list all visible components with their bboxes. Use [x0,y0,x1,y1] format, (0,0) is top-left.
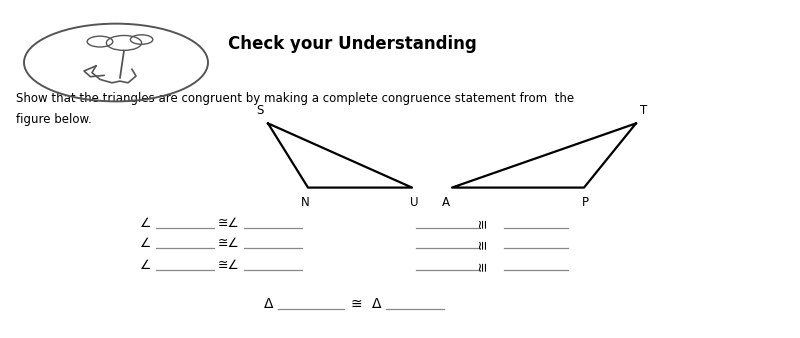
Text: A: A [442,196,450,209]
Text: S: S [257,104,264,117]
Text: Show that the triangles are congruent by making a complete congruence statement : Show that the triangles are congruent by… [16,92,574,104]
Text: ≅∠: ≅∠ [218,259,239,272]
Text: Δ: Δ [372,297,382,311]
Text: ≅: ≅ [477,238,490,249]
Text: ∠: ∠ [140,259,151,272]
Text: ∠: ∠ [140,237,151,250]
Text: ∠: ∠ [140,217,151,230]
Text: ≅∠: ≅∠ [218,237,239,250]
Text: ≅: ≅ [477,218,490,228]
Text: P: P [582,196,589,209]
Text: N: N [302,196,310,209]
Text: ≅: ≅ [350,297,362,311]
Text: Δ: Δ [264,297,274,311]
Text: ≅: ≅ [477,260,490,271]
Text: T: T [640,104,647,117]
Text: ≅∠: ≅∠ [218,217,239,230]
Text: Check your Understanding: Check your Understanding [228,35,477,53]
Text: U: U [410,196,418,209]
Text: figure below.: figure below. [16,114,92,126]
